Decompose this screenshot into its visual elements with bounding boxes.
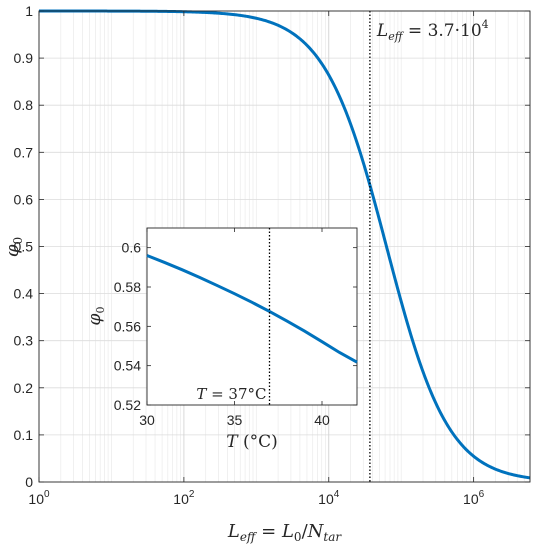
inset-y-tick-label: 0.56 [114,318,141,334]
x-tick-label: 104 [318,489,340,507]
x-tick-label: 106 [463,489,485,507]
inset-frame [146,227,358,406]
inset-y-tick-label: 0.54 [114,358,141,374]
y-tick-label: 0.4 [14,286,34,302]
x-tick-label: 102 [173,489,195,507]
x-axis-label: Leff = L0/Ntar [227,521,342,544]
inset-x-tick-label: 30 [139,412,155,428]
y-tick-label: 1 [25,3,33,19]
y-tick-label: 0.5 [14,239,34,255]
inset-y-axis-label: φ0 [85,307,107,326]
y-tick-label: 0.1 [14,427,34,443]
y-axis-label: φ0 [2,237,25,257]
x-tick-label: 100 [28,489,50,507]
y-tick-label: 0.7 [14,144,34,160]
y-tick-label: 0.6 [14,191,34,207]
inset-y-tick-label: 0.6 [122,240,142,256]
inset-y-tick-label: 0.52 [114,397,141,413]
inset-marker-label: T = 37°C [196,385,266,403]
inset-y-tick-label: 0.58 [114,279,141,295]
y-tick-label: 0.3 [14,333,34,349]
inset-x-axis-label: T (°C) [226,432,278,452]
y-tick-label: 0.2 [14,380,34,396]
inset-plot: 0.52 0.54 0.56 0.58 0.6 30 35 40 T (°C) φ0 T = 37°… [85,227,358,452]
marker-label: Leff = 3.7·104 [376,18,489,43]
inset-series-line [146,254,358,364]
inset-x-tick-label: 40 [314,412,330,428]
y-tick-label: 0 [25,474,33,490]
y-tick-label: 0.9 [14,50,34,66]
y-tick-label: 0.8 [14,97,34,113]
inset-x-tick-label: 35 [227,412,243,428]
